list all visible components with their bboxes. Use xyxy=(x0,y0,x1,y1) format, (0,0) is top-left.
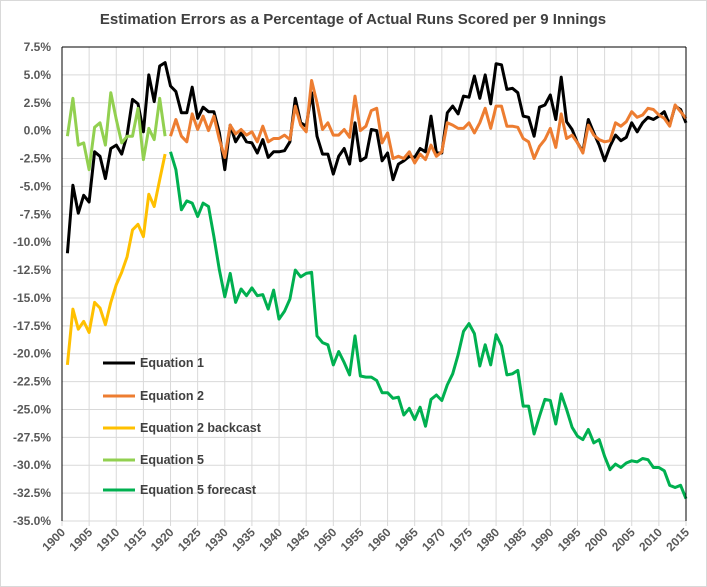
y-axis-ticks: 7.5% 5.0% 2.5% 0.0% -2.5% -5.0% -7.5% -10.0% -12… xyxy=(13,40,51,528)
y-tick-label: -5.0% xyxy=(20,179,52,193)
legend-entry: Equation 5 xyxy=(103,453,204,467)
y-tick-label: 5.0% xyxy=(24,68,52,82)
x-tick-label: 1925 xyxy=(175,525,204,554)
series-line-equation-5-forecast xyxy=(169,151,688,500)
x-tick-label: 1940 xyxy=(256,525,285,554)
legend-label: Equation 2 xyxy=(140,389,204,403)
series-line-equation-1 xyxy=(65,61,688,254)
y-tick-label: -17.5% xyxy=(13,319,51,333)
y-tick-label: -30.0% xyxy=(13,458,51,472)
axes xyxy=(61,46,687,521)
x-tick-label: 1985 xyxy=(501,525,530,554)
x-tick-label: 1975 xyxy=(446,525,475,554)
y-tick-label: -35.0% xyxy=(13,514,51,528)
x-tick-label: 1955 xyxy=(338,525,367,554)
y-tick-label: -20.0% xyxy=(13,347,51,361)
series-lines xyxy=(65,61,688,500)
y-tick-label: 0.0% xyxy=(24,124,52,138)
x-tick-label: 1905 xyxy=(66,525,95,554)
x-tick-label: 1960 xyxy=(365,525,394,554)
x-tick-label: 1995 xyxy=(555,525,584,554)
x-tick-label: 2000 xyxy=(582,525,611,554)
legend-entry: Equation 5 forecast xyxy=(103,483,257,497)
x-tick-label: 1980 xyxy=(473,525,502,554)
y-tick-label: -7.5% xyxy=(20,207,52,221)
series-line-equation-2-backcast xyxy=(65,153,167,366)
x-axis-ticks: 1900190519101915192019251930193519401945… xyxy=(39,525,692,554)
y-tick-label: -10.0% xyxy=(13,235,51,249)
x-tick-label: 1915 xyxy=(121,525,150,554)
legend-entry: Equation 1 xyxy=(103,356,204,370)
x-tick-label: 2015 xyxy=(663,525,692,554)
x-tick-label: 1970 xyxy=(419,525,448,554)
x-tick-label: 2010 xyxy=(636,525,665,554)
series-line-equation-2 xyxy=(169,79,688,165)
legend-label: Equation 2 backcast xyxy=(140,421,262,435)
chart-title: Estimation Errors as a Percentage of Act… xyxy=(100,11,606,28)
legend-label: Equation 5 forecast xyxy=(140,483,257,497)
x-tick-label: 1930 xyxy=(202,525,231,554)
legend-label: Equation 5 xyxy=(140,453,204,467)
series-line-equation-5 xyxy=(65,91,167,172)
y-tick-label: -2.5% xyxy=(20,152,52,166)
y-tick-label: 2.5% xyxy=(24,96,52,110)
y-tick-label: -15.0% xyxy=(13,291,51,305)
x-tick-label: 1910 xyxy=(94,525,123,554)
y-tick-label: -27.5% xyxy=(13,430,51,444)
x-tick-label: 1900 xyxy=(39,525,68,554)
legend-entry: Equation 2 xyxy=(103,389,204,403)
legend: Equation 1 Equation 2 Equation 2 backcast E… xyxy=(103,356,262,497)
x-tick-label: 1945 xyxy=(284,525,313,554)
y-tick-label: -25.0% xyxy=(13,402,51,416)
y-tick-label: 7.5% xyxy=(24,40,52,54)
legend-entry: Equation 2 backcast xyxy=(103,421,262,435)
x-tick-label: 1920 xyxy=(148,525,177,554)
x-tick-label: 2005 xyxy=(609,525,638,554)
legend-label: Equation 1 xyxy=(140,356,204,370)
x-tick-label: 1965 xyxy=(392,525,421,554)
y-tick-label: -12.5% xyxy=(13,263,51,277)
y-tick-label: -22.5% xyxy=(13,375,51,389)
x-tick-label: 1935 xyxy=(229,525,258,554)
x-tick-label: 1990 xyxy=(528,525,557,554)
y-tick-label: -32.5% xyxy=(13,486,51,500)
x-tick-label: 1950 xyxy=(311,525,340,554)
